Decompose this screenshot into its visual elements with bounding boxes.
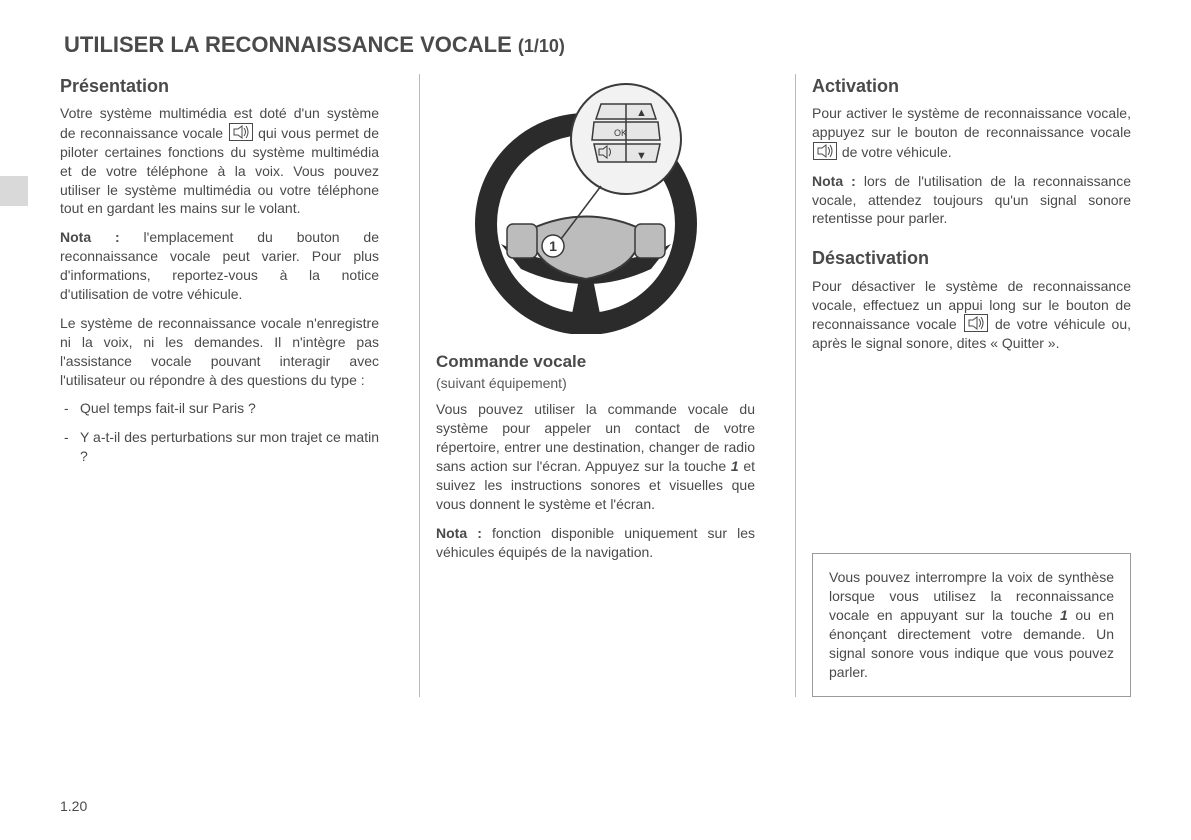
heading-desactivation: Désactivation — [812, 246, 1131, 270]
voice-icon — [964, 314, 988, 332]
page: UTILISER LA RECONNAISSANCE VOCALE (1/10)… — [0, 0, 1191, 840]
column-center: OK ▲ ▼ 1 Commande vocale (suivant équi — [419, 74, 755, 697]
voice-icon — [813, 142, 837, 160]
presentation-nota: Nota : l'emplacement du bouton de reconn… — [60, 228, 379, 304]
title-main: UTILISER LA RECONNAISSANCE VOCALE — [64, 32, 518, 57]
steering-wheel-icon: OK ▲ ▼ 1 — [451, 74, 721, 334]
heading-commande-vocale: Commande vocale — [436, 351, 755, 374]
list-item: Quel temps fait-il sur Paris ? — [60, 399, 379, 418]
presentation-p3: Le système de reconnaissance vocale n'en… — [60, 314, 379, 390]
activation-nota: Nota : lors de l'utilisation de la recon… — [812, 172, 1131, 229]
info-box-text: Vous pouvez interrompre la voix de synth… — [829, 568, 1114, 681]
list-item: Y a-t-il des perturbations sur mon traje… — [60, 428, 379, 466]
title-page-indicator: (1/10) — [518, 36, 565, 56]
desactivation-p1: Pour désactiver le système de reconnaiss… — [812, 277, 1131, 354]
svg-text:▼: ▼ — [636, 150, 647, 162]
info-box: Vous pouvez interrompre la voix de synth… — [812, 553, 1131, 696]
page-title: UTILISER LA RECONNAISSANCE VOCALE (1/10) — [60, 30, 1131, 60]
column-right: Activation Pour activer le système de re… — [795, 74, 1131, 697]
figure-callout-number: 1 — [549, 238, 557, 254]
svg-text:▲: ▲ — [636, 107, 647, 119]
subheading-equipment: (suivant équipement) — [436, 374, 755, 393]
svg-text:OK: OK — [614, 128, 627, 138]
heading-activation: Activation — [812, 74, 1131, 98]
columns: Présentation Votre système multimédia es… — [60, 74, 1131, 697]
commande-p1: Vous pouvez utiliser la commande vocale … — [436, 400, 755, 513]
heading-presentation: Présentation — [60, 74, 379, 98]
voice-icon — [229, 123, 253, 141]
column-left: Présentation Votre système multimédia es… — [60, 74, 379, 697]
side-tab — [0, 176, 28, 206]
presentation-p1: Votre système multimédia est doté d'un s… — [60, 104, 379, 218]
page-number: 1.20 — [60, 797, 87, 816]
activation-p1: Pour activer le système de reconnaissanc… — [812, 104, 1131, 162]
commande-nota: Nota : fonction disponible uniquement su… — [436, 524, 755, 562]
steering-wheel-figure: OK ▲ ▼ 1 — [436, 74, 736, 339]
question-list: Quel temps fait-il sur Paris ? Y a-t-il … — [60, 399, 379, 466]
